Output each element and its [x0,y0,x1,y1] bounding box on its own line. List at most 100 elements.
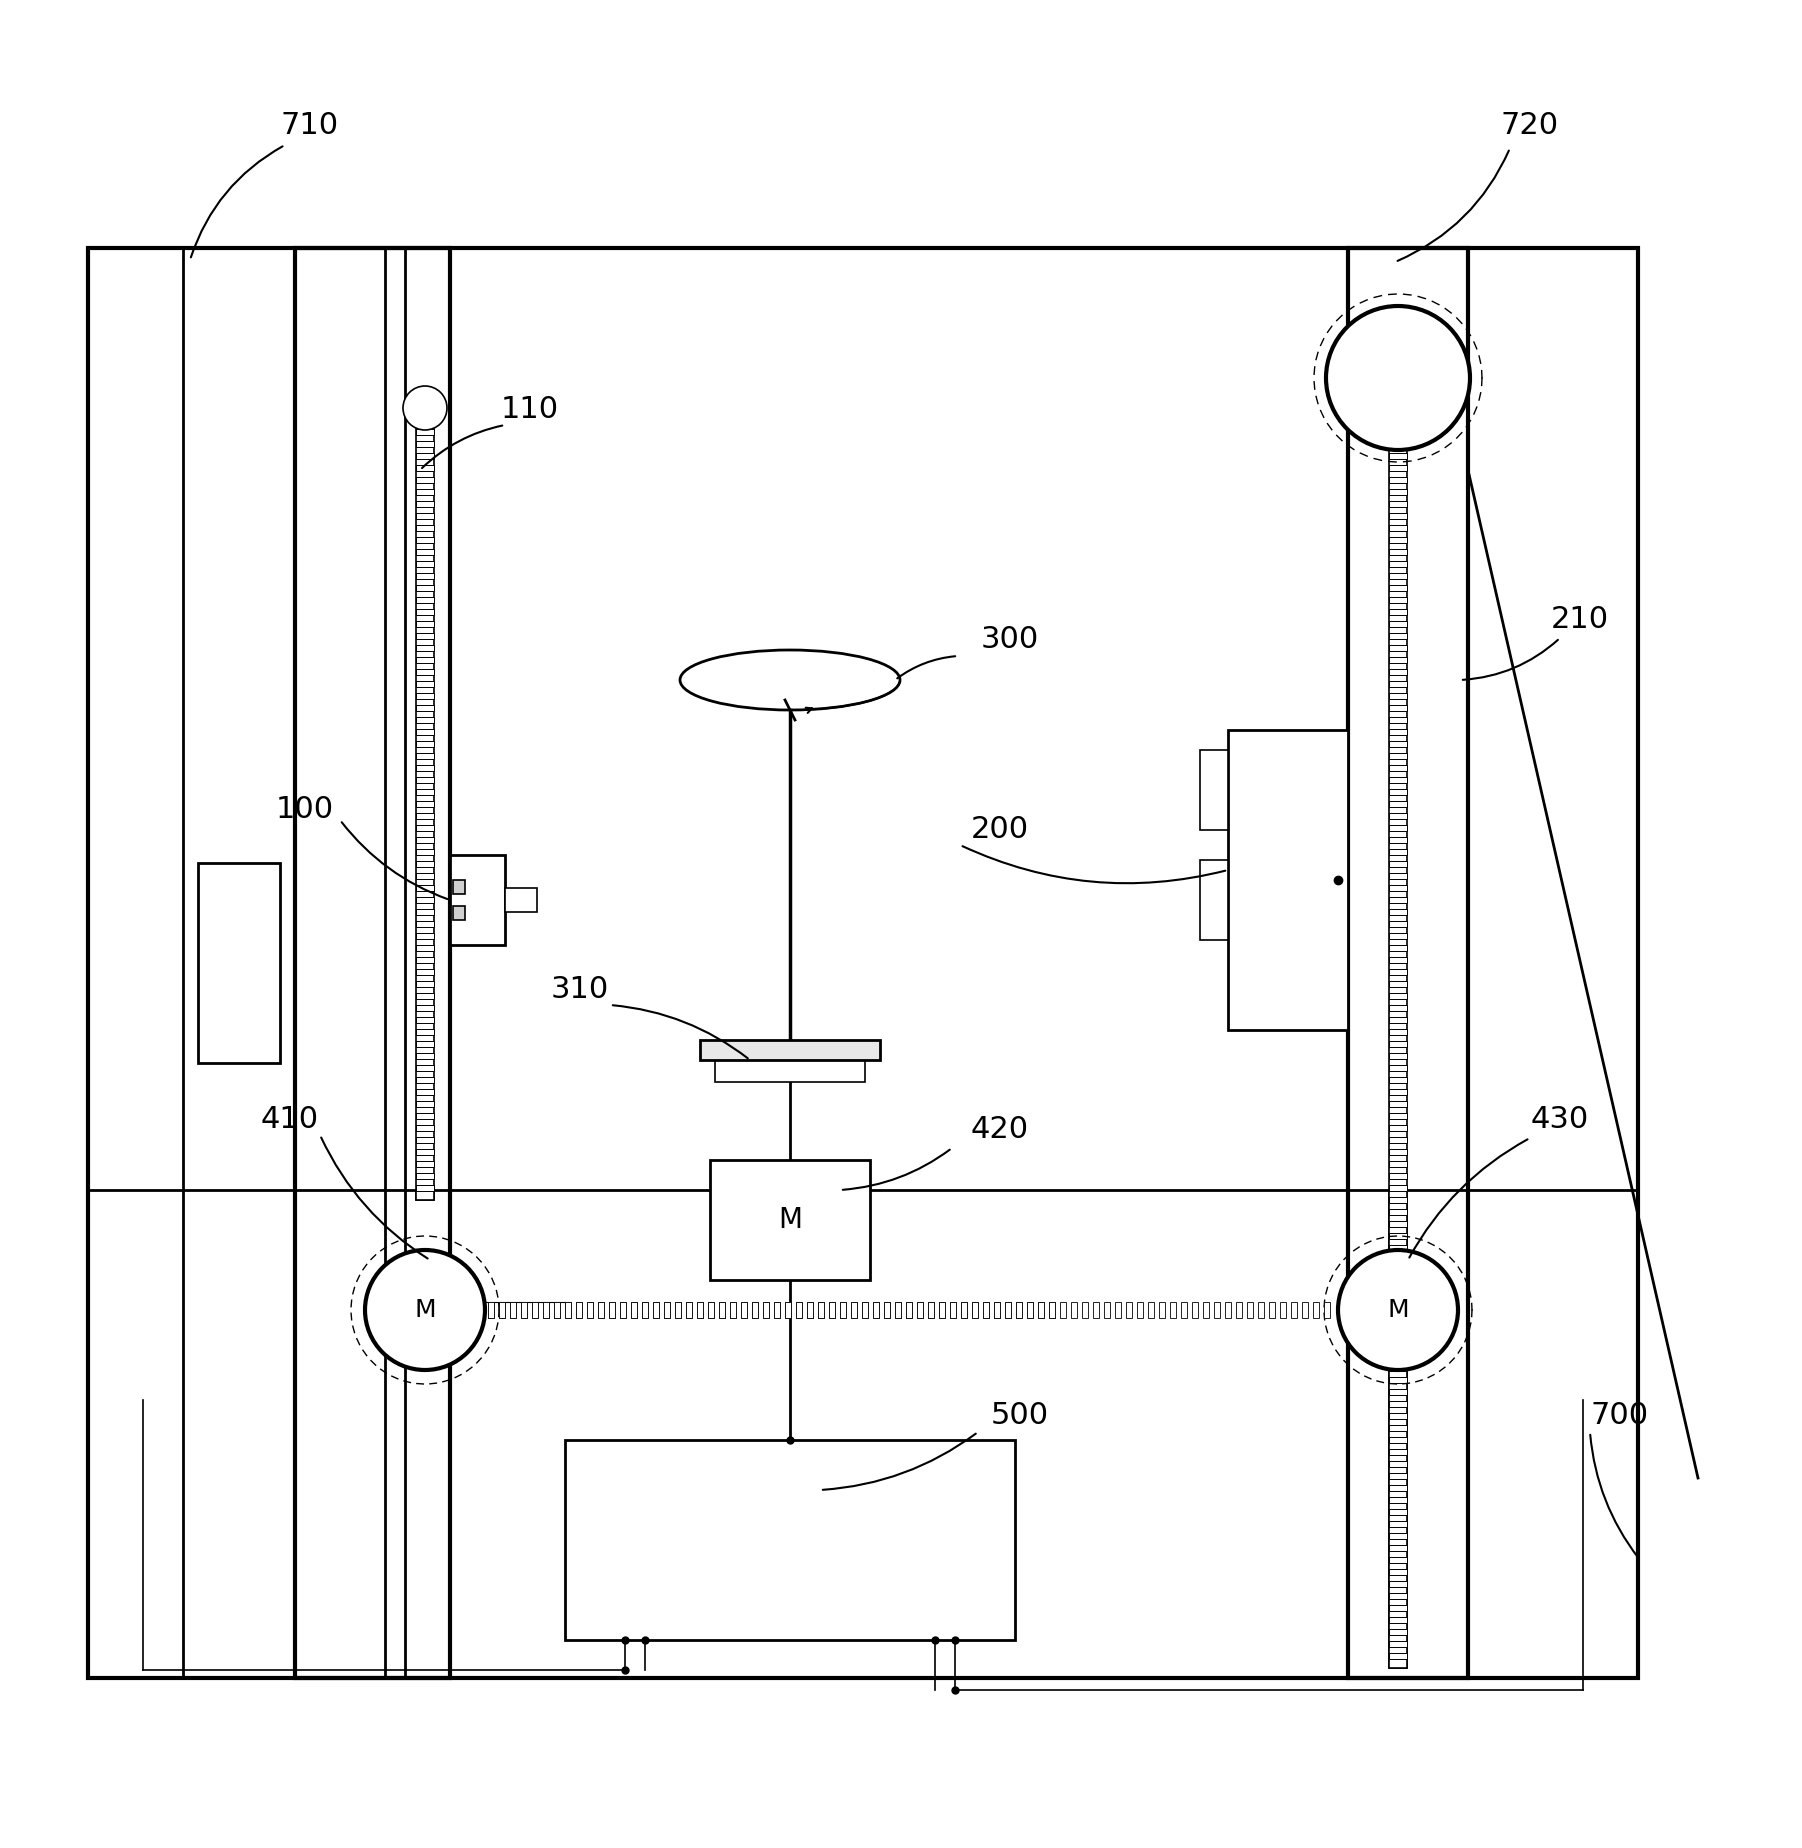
Bar [1389,1077,1407,1083]
Bar [416,920,434,928]
Bar [762,1303,768,1318]
Bar [939,1303,944,1318]
Bar [928,1303,933,1318]
Bar [1004,1303,1011,1318]
Bar [1389,800,1407,808]
Bar [499,1303,505,1318]
Bar [1258,1303,1263,1318]
Bar [416,477,434,482]
Circle shape [404,386,447,431]
Bar [416,848,434,856]
Bar [1389,1329,1407,1334]
Bar [416,957,434,963]
Bar [416,1077,434,1083]
Bar [840,1303,845,1318]
Bar [1389,968,1407,976]
Text: 200: 200 [971,815,1029,845]
Bar [416,573,434,578]
Bar [416,789,434,795]
Bar [1389,658,1407,663]
Bar [730,1303,735,1318]
Bar [1389,728,1407,736]
Bar [1027,1303,1033,1318]
Bar [1060,1303,1065,1318]
Bar [1389,1569,1407,1574]
Bar [762,1303,768,1318]
Bar [416,1112,434,1120]
Bar [917,1303,923,1318]
Bar [1200,750,1227,830]
Bar [542,1303,548,1318]
Bar [416,1005,434,1011]
Bar [416,621,434,626]
Bar [1348,248,1469,1678]
Bar [1389,1190,1407,1669]
Bar [1389,1173,1407,1179]
Bar [1389,885,1407,891]
Bar [1389,466,1407,471]
Bar [575,1303,582,1318]
Bar [1389,1040,1407,1048]
Bar [1389,1342,1407,1347]
Bar [416,645,434,650]
Bar [1389,1257,1407,1262]
Bar [982,1303,989,1318]
Bar [708,1303,714,1318]
Bar [1225,1303,1231,1318]
Bar [575,1303,582,1318]
Bar [719,1303,724,1318]
Text: 300: 300 [980,625,1040,654]
Bar [1389,610,1407,615]
Text: 110: 110 [501,395,559,425]
Bar [663,1303,670,1318]
Bar [416,896,434,904]
Bar [1389,1294,1407,1299]
Bar [1389,944,1407,952]
Bar [1389,1425,1407,1430]
Bar [416,1161,434,1166]
Bar [894,1303,901,1318]
Bar [416,909,434,915]
Bar [1389,1617,1407,1623]
Bar [1389,1198,1407,1203]
Bar [1389,1390,1407,1395]
Bar [416,872,434,880]
Bar [872,1303,879,1318]
Bar [795,1303,802,1318]
Bar [1290,1303,1296,1318]
Bar [416,992,434,1000]
Bar [1389,1149,1407,1155]
Bar [1389,1510,1407,1515]
Bar [488,1303,494,1318]
Bar [416,944,434,952]
Bar [416,1101,434,1107]
Bar [1389,1641,1407,1647]
Bar [751,1303,757,1318]
Bar [1389,1016,1407,1024]
Bar [741,1303,746,1318]
Bar [416,1137,434,1144]
Bar [416,525,434,530]
Bar [1389,693,1407,699]
Bar [598,1303,604,1318]
Bar [1389,562,1407,567]
Bar [416,885,434,891]
Bar [1389,776,1407,784]
Text: M: M [1388,1297,1409,1321]
Bar [960,1303,966,1318]
Bar [784,1303,791,1318]
Bar [416,610,434,615]
Text: 100: 100 [276,795,333,824]
Bar [1389,992,1407,1000]
Bar [452,906,465,920]
Bar [1114,1303,1121,1318]
Bar [1323,1303,1330,1318]
Bar [894,1303,901,1318]
Bar [296,248,450,1678]
Bar [1169,1303,1175,1318]
Bar [416,669,434,675]
Bar [1389,741,1407,747]
Bar [1213,1303,1220,1318]
Bar [1389,1473,1407,1478]
Bar [1191,1303,1198,1318]
